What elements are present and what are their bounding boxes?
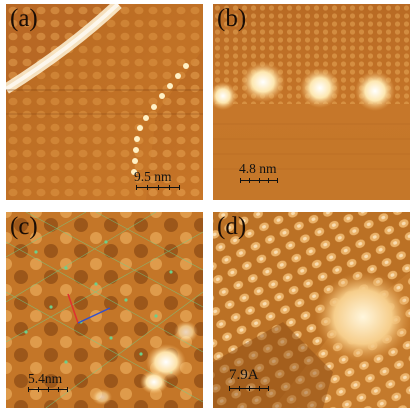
stm-panel-c: (c) 5.4nm	[6, 212, 203, 408]
scale-bar-d	[229, 386, 269, 391]
panel-label-a: (a)	[10, 5, 38, 32]
lattice-vector-red	[67, 293, 79, 324]
scale-label-a: 9.5 nm	[134, 169, 172, 184]
scale-bar-b	[240, 178, 278, 183]
panel-label-d: (d)	[217, 213, 247, 240]
scale-label-d: 7.9A	[229, 367, 259, 383]
scale-label-c: 5.4nm	[28, 371, 63, 386]
stm-image-d	[213, 212, 410, 408]
scale-label-b: 4.8 nm	[239, 161, 277, 176]
stm-image-b	[213, 4, 410, 200]
scale-bar-a	[136, 185, 180, 190]
stm-image-c	[6, 212, 203, 408]
stm-panel-b: (b) 4.8 nm	[213, 4, 410, 200]
stm-image-a	[6, 4, 203, 200]
lattice-vector-blue	[77, 307, 111, 324]
panel-label-c: (c)	[10, 213, 38, 240]
panel-label-b: (b)	[217, 5, 247, 32]
scale-bar-c	[28, 387, 68, 392]
stm-panel-d: (d) 7.9A	[213, 212, 410, 408]
stm-panel-a: (a) 9.5 nm	[6, 4, 203, 200]
